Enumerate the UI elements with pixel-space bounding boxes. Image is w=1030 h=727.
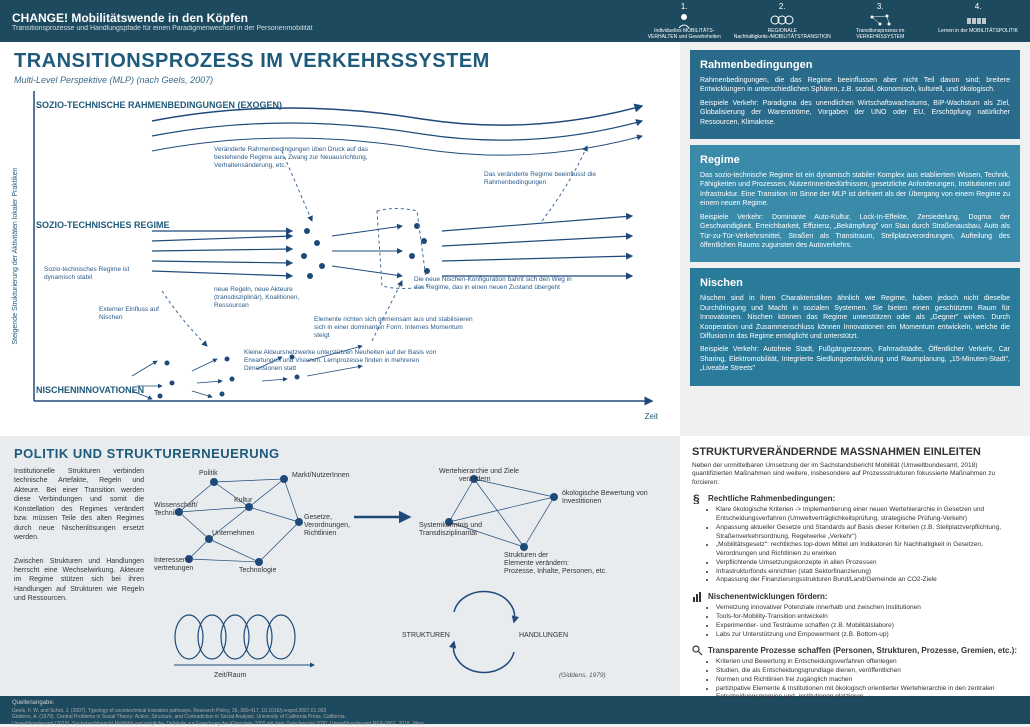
regime-p2: Beispiele Verkehr: Dominante Auto-Kultur… (700, 213, 1010, 251)
mlp-diagram: Steigende Strukturierung der Aktivitäten… (14, 91, 666, 421)
magnify-icon (692, 645, 703, 656)
paragraph-icon: § (692, 493, 703, 504)
rahmen-h: Rahmenbedingungen (700, 58, 1010, 73)
svg-text:Markt/NutzerInnen: Markt/NutzerInnen (292, 472, 350, 479)
list-item: Labs zur Unterstützung und Empowerment (… (716, 631, 1018, 640)
list-item: Vernetzung innovativer Potenziale innerh… (716, 604, 1018, 613)
note-6: Externer Einfluss auf Nischen (99, 306, 179, 322)
massn-s3-h: Transparente Prozesse schaffen (Personen… (692, 645, 1018, 656)
blocks-icon (965, 12, 991, 28)
mlp-title: TRANSITIONSPROZESS IM VERKEHRSSYSTEM (14, 50, 666, 73)
politik-p1: Institutionelle Strukturen verbinden tec… (14, 467, 144, 543)
box-regime: Regime Das sozio-technische Regime ist e… (690, 145, 1020, 262)
politik-title: POLITIK UND STRUKTURERNEUERUNG (14, 446, 666, 461)
svg-text:HANDLUNGEN: HANDLUNGEN (519, 632, 568, 639)
header-icon-1: 1. Individuelles MOBILITÄTS-VERHALTEN un… (644, 2, 724, 40)
header-left: CHANGE! Mobilitätswende in den Köpfen Tr… (12, 11, 644, 32)
side-panel: Rahmenbedingungen Rahmenbedingungen, die… (680, 42, 1030, 436)
list-item: Verpflichtende Umsetzungskonzepte in all… (716, 559, 1018, 568)
list-item: Tools-for-Mobility-Transition entwickeln (716, 613, 1018, 622)
svg-text:§: § (693, 493, 700, 504)
header-title: CHANGE! Mobilitätswende in den Köpfen (12, 11, 644, 25)
note-4: neue Regeln, neue Akteure (transdiszipli… (214, 286, 324, 310)
rahmen-p2: Beispiele Verkehr: Paradigma des unendli… (700, 99, 1010, 127)
note-5: Die neue Nischen-Konfiguration bahnt sic… (414, 276, 574, 292)
svg-text:(Giddens, 1979): (Giddens, 1979) (559, 672, 606, 679)
note-8: Kleine Akteursnetzwerke unterstützen Neu… (244, 349, 454, 373)
mlp-ylabel: Steigende Strukturierung der Aktivitäten… (12, 167, 19, 344)
massn-intro: Neben der unmittelbaren Umsetzung der im… (692, 462, 1018, 487)
massnahmen-panel: STRUKTURVERÄNDERNDE MASSNAHMEN EINLEITEN… (680, 436, 1030, 696)
list-item: Kriterien und Bewertung in Entscheidungs… (716, 658, 1018, 667)
header-bar: CHANGE! Mobilitätswende in den Köpfen Tr… (0, 0, 1030, 42)
svg-text:Unternehmen: Unternehmen (212, 530, 255, 537)
header-icon-3: 3. Transitionsprozess im VERKEHRSSYSTEM (840, 2, 920, 40)
rahmen-p1: Rahmenbedingungen, die das Regime beeinf… (700, 76, 1010, 95)
svg-text:Kultur: Kultur (234, 497, 253, 504)
list-item: Experimentier- und Testräume schaffen (z… (716, 622, 1018, 631)
mlp-subtitle: Multi-Level Perspektive (MLP) (nach Geel… (14, 75, 666, 85)
box-rahmen: Rahmenbedingungen Rahmenbedingungen, die… (690, 50, 1020, 139)
massn-sec-3: Transparente Prozesse schaffen (Personen… (692, 645, 1018, 702)
politik-body: Institutionelle Strukturen verbinden tec… (14, 467, 666, 685)
person-icon (671, 12, 697, 28)
regime-p1: Das sozio-technische Regime ist ein dyna… (700, 171, 1010, 209)
massn-s2-h: Nischenentwicklungen fördern: (692, 591, 1018, 602)
massn-s3-list: Kriterien und Bewertung in Entscheidungs… (716, 658, 1018, 702)
main-row: TRANSITIONSPROZESS IM VERKEHRSSYSTEM Mul… (0, 42, 1030, 436)
box-nischen: Nischen Nischen sind in ihren Charakteri… (690, 268, 1020, 385)
nischen-p1: Nischen sind in ihren Charakteristiken ä… (700, 294, 1010, 341)
list-item: Studien, die als Entscheidungsgrundlage … (716, 667, 1018, 676)
svg-text:Technologie: Technologie (239, 567, 276, 574)
list-item: Infrastrukturfonds einrichten (statt Sek… (716, 568, 1018, 577)
lower-row: POLITIK UND STRUKTURERNEUERUNG Instituti… (0, 436, 1030, 696)
mlp-panel: TRANSITIONSPROZESS IM VERKEHRSSYSTEM Mul… (0, 42, 680, 436)
massn-s1-list: Klare ökologische Kriterien -> Implement… (716, 506, 1018, 585)
politik-p2: Zwischen Strukturen und Handlungen herrs… (14, 557, 144, 604)
header-subtitle: Transitionsprozesse und Handlungspfade f… (12, 25, 644, 32)
svg-text:ökologische Bewertung vonInves: ökologische Bewertung vonInvestitionen (562, 490, 648, 505)
svg-text:Wertehierarchie und Zieleverän: Wertehierarchie und Zieleverändern (439, 468, 519, 483)
politik-svg: Politik Markt/NutzerInnen Wissenschaft/T… (154, 467, 654, 682)
svg-text:STRUKTUREN: STRUKTUREN (402, 632, 450, 639)
circles-icon (769, 12, 795, 28)
politik-text: Institutionelle Strukturen verbinden tec… (14, 467, 144, 685)
nischen-p2: Beispiele Verkehr: Autofreie Stadt, Fußg… (700, 345, 1010, 373)
politik-panel: POLITIK UND STRUKTURERNEUERUNG Instituti… (0, 436, 680, 696)
network-icon (867, 12, 893, 28)
massn-sec-2: Nischenentwicklungen fördern: Vernetzung… (692, 591, 1018, 639)
mlp-xlabel: Zeit (645, 412, 658, 421)
nischen-h: Nischen (700, 276, 1010, 291)
politik-graphics: Politik Markt/NutzerInnen Wissenschaft/T… (154, 467, 666, 685)
massn-sec-1: § Rechtliche Rahmenbedingungen: Klare ök… (692, 493, 1018, 585)
note-1: Veränderte Rahmenbedingungen üben Druck … (214, 146, 374, 170)
list-item: partizipative Elemente & Institutionen m… (716, 685, 1018, 703)
list-item: Normen und Richtlinien frei zugänglich m… (716, 676, 1018, 685)
svg-text:Gesetze,Verordnungen,Richtlini: Gesetze,Verordnungen,Richtlinien (304, 514, 350, 537)
header-icon-4: 4. Lernen in der MOBILITÄTSPOLITIK (938, 2, 1018, 40)
note-2: Das veränderte Regime beeinflusst die Ra… (484, 171, 604, 187)
massn-s1-h: § Rechtliche Rahmenbedingungen: (692, 493, 1018, 504)
regime-h: Regime (700, 153, 1010, 168)
svg-text:Zeit/Raum: Zeit/Raum (214, 672, 246, 679)
list-item: Klare ökologische Kriterien -> Implement… (716, 506, 1018, 524)
header-icons: 1. Individuelles MOBILITÄTS-VERHALTEN un… (644, 2, 1018, 40)
list-item: Anpassung der Finanzierungsstrukturen Bu… (716, 576, 1018, 585)
svg-text:Systemkenntnis undTransdiszipl: Systemkenntnis undTransdisziplinarität (419, 522, 482, 537)
svg-text:Strukturen derElemente verände: Strukturen derElemente verändern:Prozess… (504, 552, 607, 575)
note-7: Elemente richten sich gemeinsam aus und … (314, 316, 474, 340)
massn-s2-list: Vernetzung innovativer Potenziale innerh… (716, 604, 1018, 639)
chart-icon (692, 591, 703, 602)
svg-text:Interessens-vertretungen: Interessens-vertretungen (154, 557, 193, 572)
svg-text:Wissenschaft/Technik: Wissenschaft/Technik (154, 502, 198, 517)
list-item: „Mobilitätsgesetz": rechtliches top-down… (716, 541, 1018, 559)
list-item: Anpassung aktueller Gesetze und Standard… (716, 524, 1018, 542)
note-3: Sozio-technisches Regime ist dynamisch s… (44, 266, 154, 282)
svg-text:Politik: Politik (199, 470, 218, 477)
massn-title: STRUKTURVERÄNDERNDE MASSNAHMEN EINLEITEN (692, 446, 1018, 458)
header-icon-2: 2. REGIONALE Nachhaltigkeits-/MOBILITÄTS… (742, 2, 822, 40)
